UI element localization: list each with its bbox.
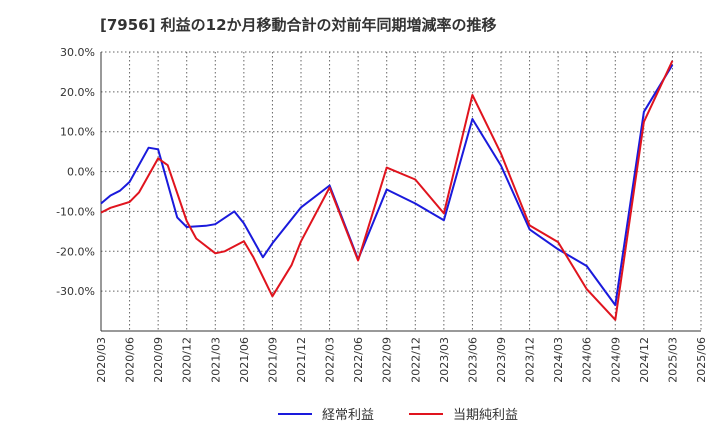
x-tick-label: 2022/12 xyxy=(409,337,422,383)
axes xyxy=(100,52,701,332)
grid xyxy=(100,51,702,331)
x-tick-label: 2024/09 xyxy=(609,337,622,383)
y-tick-label: 20.0% xyxy=(60,86,95,99)
y-tick-label: -20.0% xyxy=(56,245,95,258)
x-tick-label: 2021/06 xyxy=(238,337,251,383)
legend: 経常利益 当期純利益 xyxy=(0,404,720,428)
y-tick-label: -30.0% xyxy=(56,285,95,298)
legend-swatch-junrieki xyxy=(409,412,443,415)
x-tick-label: 2020/03 xyxy=(95,337,108,383)
series-line-0 xyxy=(100,64,674,307)
legend-label-keijo: 経常利益 xyxy=(322,408,375,423)
x-tick-label: 2023/12 xyxy=(524,337,537,383)
x-tick-label: 2025/06 xyxy=(695,337,708,383)
y-tick-label: 10.0% xyxy=(60,126,95,139)
legend-swatch-keijo xyxy=(278,412,312,415)
x-tick-label: 2020/12 xyxy=(181,337,194,383)
x-tick-label: 2023/06 xyxy=(466,337,479,383)
x-tick-label: 2025/03 xyxy=(666,337,679,383)
x-tick-label: 2022/03 xyxy=(324,337,337,383)
legend-item-junrieki: 当期純利益 xyxy=(409,404,518,423)
chart-title: [7956] 利益の12か月移動合計の対前年同期増減率の推移 xyxy=(100,16,497,34)
x-tick-label: 2021/09 xyxy=(266,337,279,383)
x-tick-label: 2020/06 xyxy=(124,337,137,383)
series xyxy=(100,60,674,321)
x-tick-label: 2022/06 xyxy=(352,337,365,383)
x-tick-label: 2023/03 xyxy=(438,337,451,383)
x-tick-label: 2021/12 xyxy=(295,337,308,383)
y-tick-label: -10.0% xyxy=(56,205,95,218)
tick-labels: -30.0% -20.0% -10.0% 0.0% 10.0% 20.0% 30.0% 202… xyxy=(56,46,708,383)
x-tick-label: 2024/06 xyxy=(581,337,594,383)
x-tick-label: 2020/09 xyxy=(152,337,165,383)
x-tick-label: 2022/09 xyxy=(381,337,394,383)
x-tick-label: 2021/03 xyxy=(209,337,222,383)
legend-item-keijo: 経常利益 xyxy=(278,404,374,423)
x-tick-label: 2023/09 xyxy=(495,337,508,383)
plot-area xyxy=(101,52,701,331)
x-tick-label: 2024/03 xyxy=(552,337,565,383)
series-line-1 xyxy=(100,60,674,321)
y-tick-label: 0.0% xyxy=(67,166,95,179)
legend-label-junrieki: 当期純利益 xyxy=(453,408,519,423)
x-tick-label: 2024/12 xyxy=(638,337,651,383)
y-tick-label: 30.0% xyxy=(60,46,95,59)
